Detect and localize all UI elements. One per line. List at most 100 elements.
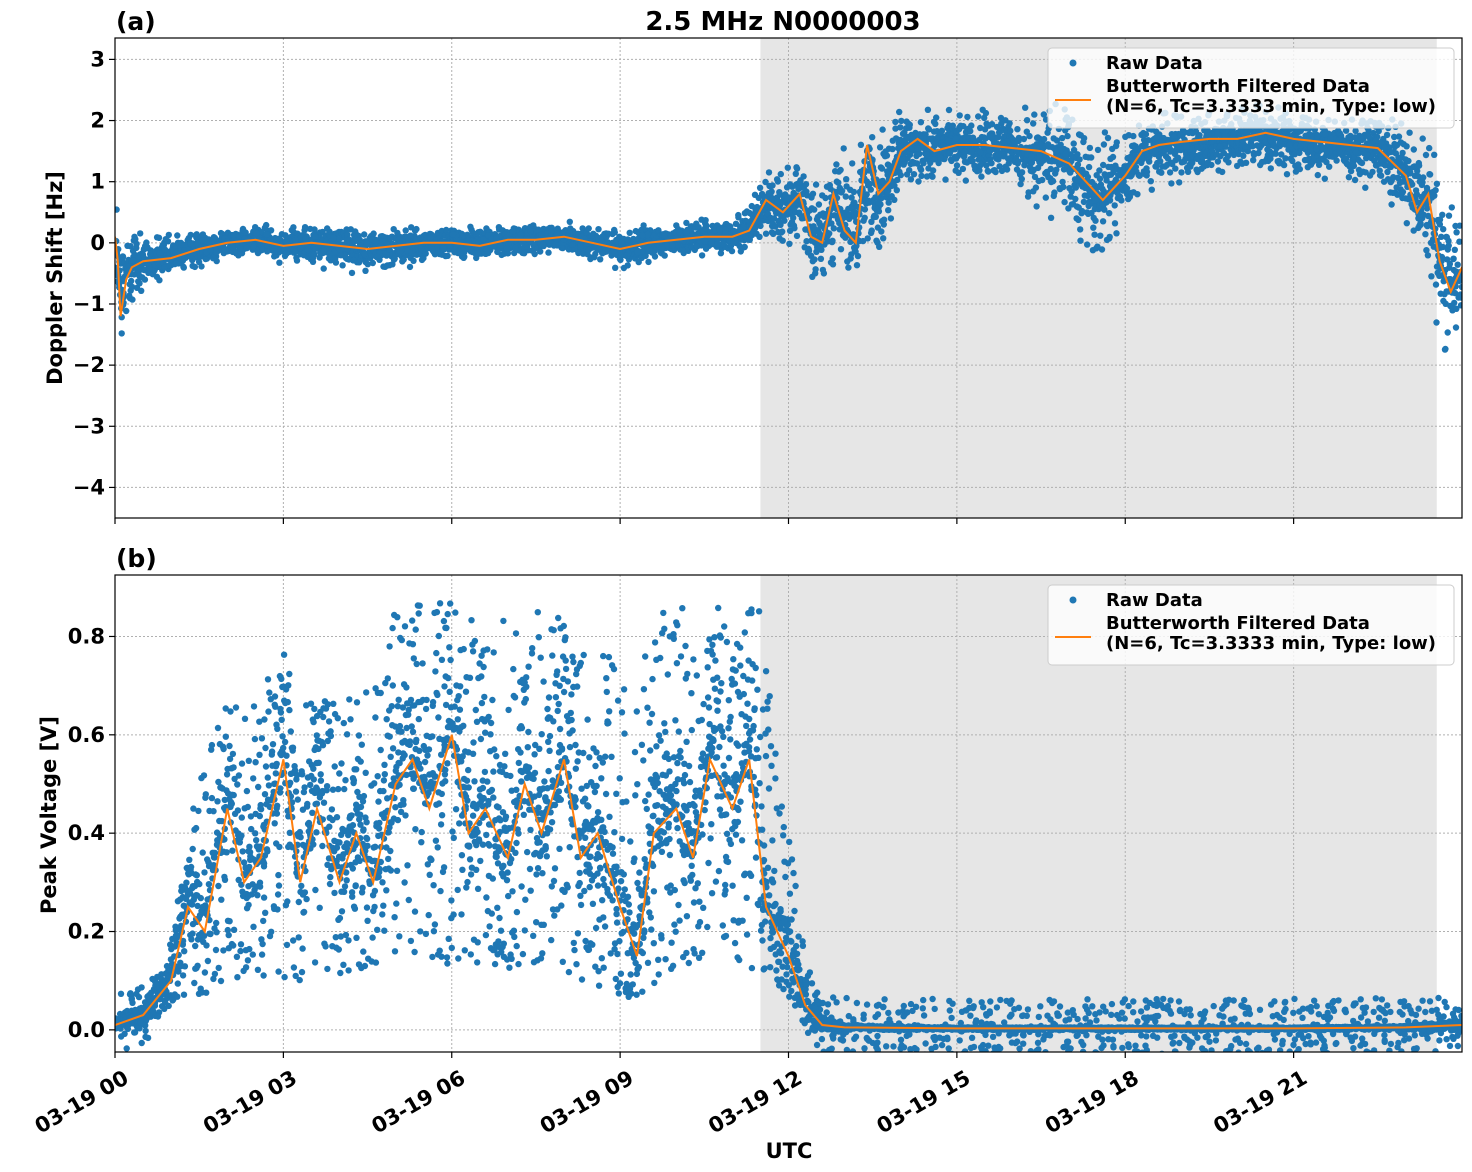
raw-data-point: [880, 221, 887, 228]
raw-data-point: [612, 264, 619, 271]
raw-data-point: [702, 217, 709, 224]
raw-data-point: [566, 218, 573, 225]
raw-data-point: [611, 229, 618, 236]
raw-data-point: [995, 156, 1002, 163]
raw-data-point: [1342, 127, 1350, 134]
raw-data-point: [1092, 197, 1099, 204]
raw-data-point: [833, 161, 840, 168]
raw-data-point: [864, 235, 871, 242]
raw-data-point: [1450, 255, 1457, 262]
raw-data-point: [1060, 183, 1067, 191]
raw-data-point: [812, 181, 820, 188]
raw-data-point: [509, 228, 517, 235]
raw-data-point: [779, 237, 786, 244]
raw-data-point: [1183, 143, 1190, 151]
raw-data-point: [803, 238, 810, 245]
raw-data-point: [1085, 163, 1093, 171]
raw-data-point: [1352, 149, 1360, 156]
raw-data-point: [413, 225, 420, 233]
raw-data-point: [1094, 146, 1102, 154]
raw-data-point: [1242, 159, 1250, 166]
raw-data-point: [1372, 137, 1380, 144]
raw-data-point: [339, 262, 346, 269]
raw-data-point: [945, 150, 953, 157]
raw-data-point: [250, 243, 257, 250]
raw-data-point: [899, 155, 906, 162]
raw-data-point: [141, 276, 149, 283]
raw-data-point: [976, 167, 983, 174]
raw-data-point: [1078, 207, 1086, 215]
raw-data-point: [756, 184, 764, 191]
raw-data-point: [1289, 157, 1296, 165]
raw-data-point: [531, 250, 538, 258]
raw-data-point: [438, 238, 446, 245]
raw-data-point: [1113, 139, 1121, 146]
raw-data-point: [897, 136, 904, 144]
raw-data-point: [1417, 220, 1424, 227]
raw-data-point: [297, 244, 304, 252]
raw-data-point: [1384, 168, 1391, 176]
raw-data-point: [708, 239, 715, 246]
raw-data-point: [310, 251, 318, 258]
raw-data-point: [1405, 157, 1412, 165]
raw-data-point: [1127, 173, 1134, 180]
raw-data-point: [1040, 135, 1048, 143]
raw-data-point: [490, 243, 497, 250]
raw-data-point: [1157, 157, 1164, 165]
raw-data-point: [945, 106, 953, 114]
raw-data-point: [872, 213, 879, 220]
raw-data-point: [1100, 188, 1107, 195]
raw-data-point: [829, 261, 837, 268]
raw-data-point: [655, 227, 662, 234]
raw-data-point: [156, 250, 164, 257]
raw-data-point: [642, 252, 649, 259]
raw-data-point: [693, 242, 700, 250]
raw-data-point: [1052, 158, 1059, 165]
raw-data-point: [1399, 149, 1406, 157]
raw-data-point: [968, 148, 975, 155]
raw-data-point: [800, 173, 807, 180]
raw-data-point: [853, 262, 861, 269]
raw-data-point: [1458, 294, 1462, 301]
raw-data-point: [879, 126, 886, 133]
raw-data-point: [304, 246, 312, 254]
figure-title: 2.5 MHz N0000003: [645, 7, 920, 37]
raw-data-point: [488, 236, 495, 243]
raw-data-point: [369, 259, 376, 267]
raw-data-point: [982, 109, 990, 117]
raw-data-point: [1003, 166, 1011, 173]
raw-data-point: [1042, 194, 1050, 201]
raw-data-point: [969, 157, 976, 165]
raw-data-point: [128, 283, 136, 291]
raw-data-point: [427, 234, 434, 241]
raw-data-point: [728, 247, 736, 255]
raw-data-point: [1023, 117, 1031, 124]
raw-data-point: [1326, 163, 1333, 170]
raw-data-point: [547, 228, 555, 236]
raw-data-point: [752, 224, 759, 232]
raw-data-point: [853, 242, 860, 249]
raw-data-point: [1358, 159, 1366, 167]
raw-data-point: [1020, 135, 1028, 143]
raw-data-point: [1433, 319, 1440, 326]
raw-data-point: [387, 234, 394, 242]
raw-data-point: [945, 137, 952, 145]
raw-data-point: [892, 125, 899, 132]
raw-data-point: [1208, 138, 1215, 145]
raw-data-point: [1399, 188, 1407, 196]
raw-data-point: [1451, 246, 1459, 253]
raw-data-point: [1307, 143, 1314, 150]
raw-data-point: [1375, 127, 1382, 135]
raw-data-point: [1296, 165, 1304, 173]
raw-data-point: [1068, 188, 1075, 195]
raw-data-point: [1100, 141, 1108, 148]
raw-data-point: [320, 247, 328, 255]
raw-data-point: [1040, 111, 1048, 118]
raw-data-point: [1168, 180, 1175, 187]
raw-data-point: [1420, 174, 1427, 181]
raw-data-point: [364, 261, 371, 268]
raw-data-point: [1172, 165, 1179, 172]
raw-data-point: [770, 230, 777, 238]
raw-data-point: [1436, 216, 1444, 223]
raw-data-point: [956, 112, 963, 119]
